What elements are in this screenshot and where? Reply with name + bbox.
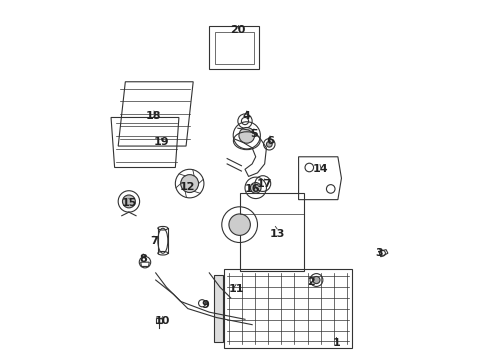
Text: 16: 16 — [245, 184, 260, 194]
Text: 14: 14 — [312, 164, 328, 174]
Text: 10: 10 — [155, 316, 171, 326]
Text: 11: 11 — [228, 284, 244, 294]
Text: 2: 2 — [307, 277, 315, 287]
Text: 17: 17 — [257, 179, 272, 189]
Circle shape — [239, 127, 255, 143]
Bar — [240, 193, 304, 271]
Text: 15: 15 — [121, 198, 137, 208]
Circle shape — [313, 276, 320, 284]
Text: 7: 7 — [150, 236, 158, 246]
Bar — [215, 32, 254, 64]
Circle shape — [250, 183, 261, 193]
Circle shape — [122, 195, 135, 208]
Circle shape — [229, 214, 250, 235]
Text: 4: 4 — [243, 111, 251, 121]
Text: 5: 5 — [250, 129, 258, 139]
Text: 19: 19 — [153, 138, 169, 148]
Text: 12: 12 — [180, 182, 196, 192]
Text: 9: 9 — [202, 300, 210, 310]
Text: 6: 6 — [266, 136, 274, 146]
Text: 20: 20 — [230, 25, 245, 35]
Text: 1: 1 — [332, 338, 340, 347]
Circle shape — [181, 175, 198, 193]
Circle shape — [267, 141, 272, 147]
Text: 13: 13 — [270, 229, 285, 239]
Bar — [214, 275, 222, 342]
Text: 8: 8 — [139, 253, 147, 264]
Bar — [209, 26, 259, 69]
Bar — [223, 269, 352, 348]
Text: 18: 18 — [146, 111, 162, 121]
Text: 3: 3 — [375, 248, 383, 258]
